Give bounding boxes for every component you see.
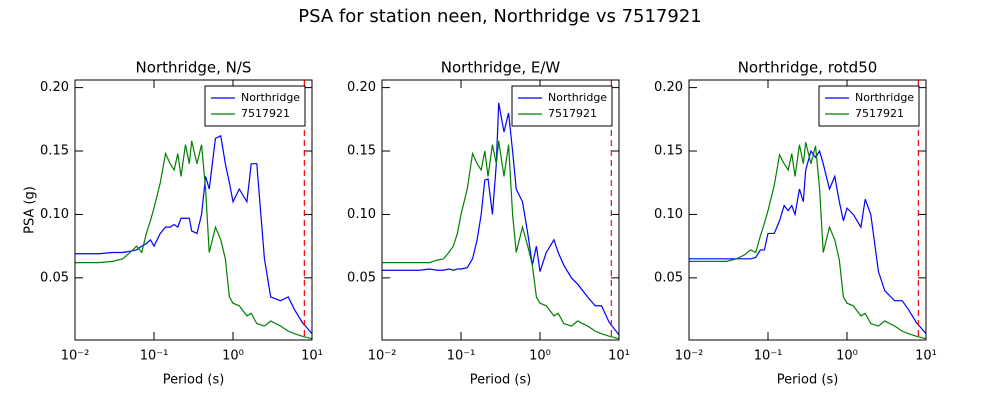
x-axis-label: Period (s) (777, 373, 839, 388)
x-axis-label: Period (s) (470, 373, 532, 388)
series-line (75, 140, 312, 340)
x-tick-label: 10⁰ (529, 349, 551, 364)
x-tick-label: 10¹ (915, 349, 937, 364)
legend-box (204, 85, 306, 127)
series-line (689, 149, 926, 335)
plot-frame (688, 79, 927, 341)
x-tick-label: 10⁰ (836, 349, 858, 364)
series-line (382, 140, 619, 340)
y-axis-label: PSA (g) (23, 186, 38, 234)
subplot-title: Northridge, N/S (136, 59, 252, 77)
x-tick-label: 10⁻² (675, 349, 704, 364)
legend-box (818, 85, 920, 127)
y-tick-label: 0.15 (40, 144, 69, 159)
x-axis-label: Period (s) (163, 373, 225, 388)
legend-label: Northridge (548, 91, 607, 104)
legend-box (511, 85, 613, 127)
subplot-title: Northridge, rotd50 (738, 59, 878, 77)
x-tick-label: 10⁻¹ (754, 349, 783, 364)
legend-label: Northridge (241, 91, 300, 104)
plot-frame (74, 79, 313, 341)
x-tick-label: 10¹ (301, 349, 323, 364)
series-line (382, 102, 619, 336)
series-line (689, 142, 926, 340)
y-tick-label: 0.10 (347, 207, 376, 222)
y-tick-label: 0.05 (654, 270, 683, 285)
legend-label: 7517921 (855, 107, 904, 120)
y-tick-label: 0.15 (654, 144, 683, 159)
legend-label: 7517921 (548, 107, 597, 120)
y-tick-label: 0.20 (347, 80, 376, 95)
x-tick-label: 10⁻² (61, 349, 90, 364)
y-tick-label: 0.20 (654, 80, 683, 95)
y-tick-label: 0.10 (654, 207, 683, 222)
legend-label: 7517921 (241, 107, 290, 120)
y-tick-label: 0.10 (40, 207, 69, 222)
y-tick-label: 0.05 (40, 270, 69, 285)
x-tick-label: 10⁻² (368, 349, 397, 364)
x-tick-label: 10⁻¹ (140, 349, 169, 364)
legend-label: Northridge (855, 91, 914, 104)
x-tick-label: 10⁰ (222, 349, 244, 364)
x-tick-label: 10⁻¹ (447, 349, 476, 364)
plot-frame (381, 79, 620, 341)
subplot-title: Northridge, E/W (441, 59, 561, 77)
figure-title: PSA for station neen, Northridge vs 7517… (298, 6, 702, 27)
y-tick-label: 0.20 (40, 80, 69, 95)
y-tick-label: 0.05 (347, 270, 376, 285)
x-tick-label: 10¹ (608, 349, 630, 364)
y-tick-label: 0.15 (347, 144, 376, 159)
